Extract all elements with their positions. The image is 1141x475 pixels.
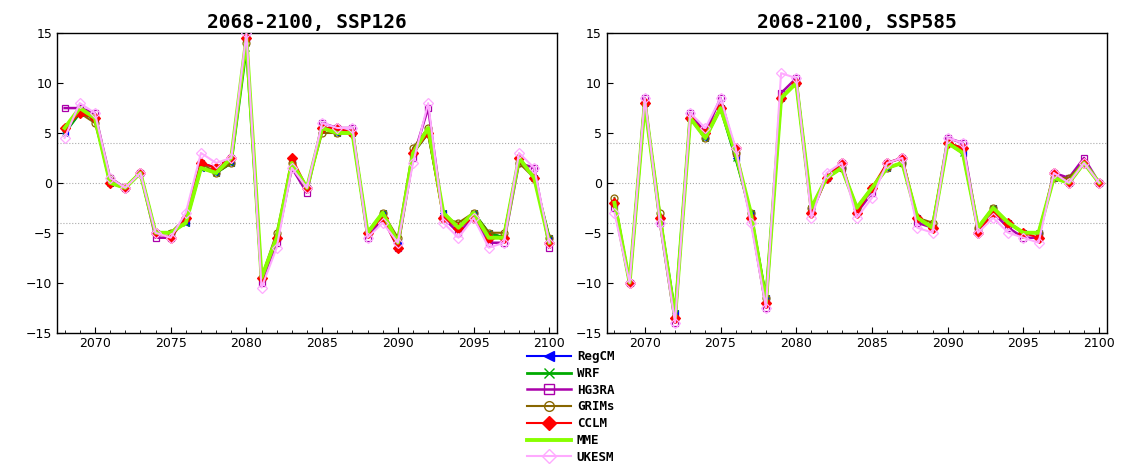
Legend: RegCM, WRF, HG3RA, GRIMs, CCLM, MME, UKESM: RegCM, WRF, HG3RA, GRIMs, CCLM, MME, UKE… xyxy=(521,345,620,469)
Title: 2068-2100, SSP126: 2068-2100, SSP126 xyxy=(208,13,407,32)
Title: 2068-2100, SSP585: 2068-2100, SSP585 xyxy=(756,13,956,32)
